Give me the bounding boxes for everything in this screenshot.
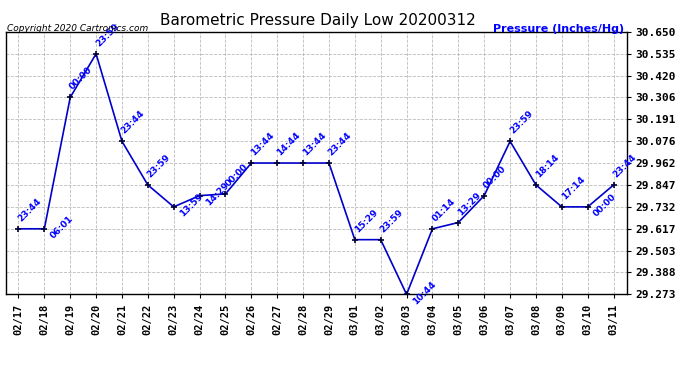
Text: 17:14: 17:14 — [560, 174, 586, 201]
Text: 00:00: 00:00 — [68, 66, 95, 92]
Text: 13:59: 13:59 — [178, 192, 204, 219]
Text: 23:44: 23:44 — [611, 153, 638, 179]
Text: 01:14: 01:14 — [431, 196, 457, 223]
Text: 13:44: 13:44 — [301, 131, 328, 158]
Text: 00:00: 00:00 — [592, 192, 618, 219]
Text: Pressure (Inches/Hg): Pressure (Inches/Hg) — [493, 24, 624, 34]
Text: 23:44: 23:44 — [327, 131, 353, 158]
Text: 15:29: 15:29 — [353, 207, 380, 234]
Text: 14:44: 14:44 — [275, 130, 302, 158]
Text: 23:59: 23:59 — [508, 109, 535, 136]
Text: 23:59: 23:59 — [94, 21, 121, 48]
Text: 23:59: 23:59 — [379, 207, 405, 234]
Text: 00:00: 00:00 — [224, 162, 250, 188]
Text: 00:00: 00:00 — [482, 164, 509, 190]
Text: 23:44: 23:44 — [120, 109, 146, 136]
Text: 13:29: 13:29 — [456, 190, 483, 217]
Text: 13:44: 13:44 — [249, 131, 276, 158]
Text: 23:44: 23:44 — [17, 196, 43, 223]
Text: Copyright 2020 Cartronics.com: Copyright 2020 Cartronics.com — [7, 24, 148, 33]
Text: 06:01: 06:01 — [48, 214, 75, 241]
Text: 10:44: 10:44 — [411, 280, 437, 306]
Text: 14:29: 14:29 — [204, 181, 230, 207]
Text: 23:59: 23:59 — [146, 153, 172, 179]
Text: Barometric Pressure Daily Low 20200312: Barometric Pressure Daily Low 20200312 — [159, 13, 475, 28]
Text: 18:14: 18:14 — [534, 153, 560, 179]
